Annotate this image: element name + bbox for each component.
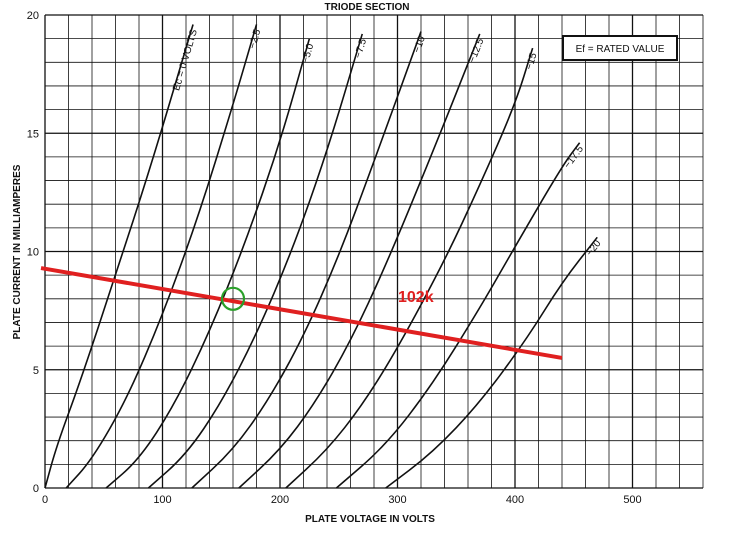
y-tick-label: 20	[27, 10, 39, 22]
load-line	[40, 266, 563, 360]
plate-curve	[191, 31, 422, 489]
x-tick-label: 500	[623, 494, 641, 506]
y-tick-label: 15	[27, 128, 39, 140]
plate-curves	[44, 24, 598, 489]
curve-label: −2.5	[247, 28, 263, 50]
curve-label: −5.0	[300, 42, 316, 64]
y-axis-title: PLATE CURRENT IN MILLIAMPERES	[12, 164, 23, 339]
curve-label: −10	[412, 34, 428, 54]
load-line-label: 102k	[398, 289, 434, 306]
axis-ticks: 0 100 200 300 400 500 0 5 10 15 20	[27, 10, 642, 506]
y-tick-label: 10	[27, 247, 39, 259]
plate-curve	[238, 33, 481, 489]
operating-point-marker	[220, 286, 246, 311]
x-axis-title: PLATE VOLTAGE IN VOLTS	[305, 514, 435, 525]
plate-curve	[105, 38, 311, 489]
load-line-overlay	[40, 266, 563, 360]
curve-label: −12.5	[467, 37, 487, 65]
plate-curve	[385, 236, 598, 489]
curve-label: −7.5	[353, 37, 369, 59]
x-tick-label: 300	[388, 494, 406, 506]
plate-curve	[147, 33, 364, 489]
plate-curve	[335, 142, 581, 489]
rated-value-text: Ef = RATED VALUE	[576, 44, 665, 55]
plate-curve	[44, 24, 194, 489]
x-tick-label: 100	[153, 494, 171, 506]
x-tick-label: 400	[506, 494, 524, 506]
x-tick-label: 0	[42, 494, 48, 506]
curve-label: −20	[584, 238, 603, 258]
rated-value-box: Ef = RATED VALUE	[562, 35, 678, 61]
plate-curve	[65, 24, 258, 489]
x-tick-label: 200	[271, 494, 289, 506]
y-tick-label: 5	[33, 365, 39, 377]
curve-label: −15	[524, 51, 540, 71]
chart-title: TRIODE SECTION	[324, 2, 409, 13]
chart-grid	[44, 14, 704, 489]
y-tick-label: 0	[33, 483, 39, 495]
plate-curve	[285, 47, 534, 489]
